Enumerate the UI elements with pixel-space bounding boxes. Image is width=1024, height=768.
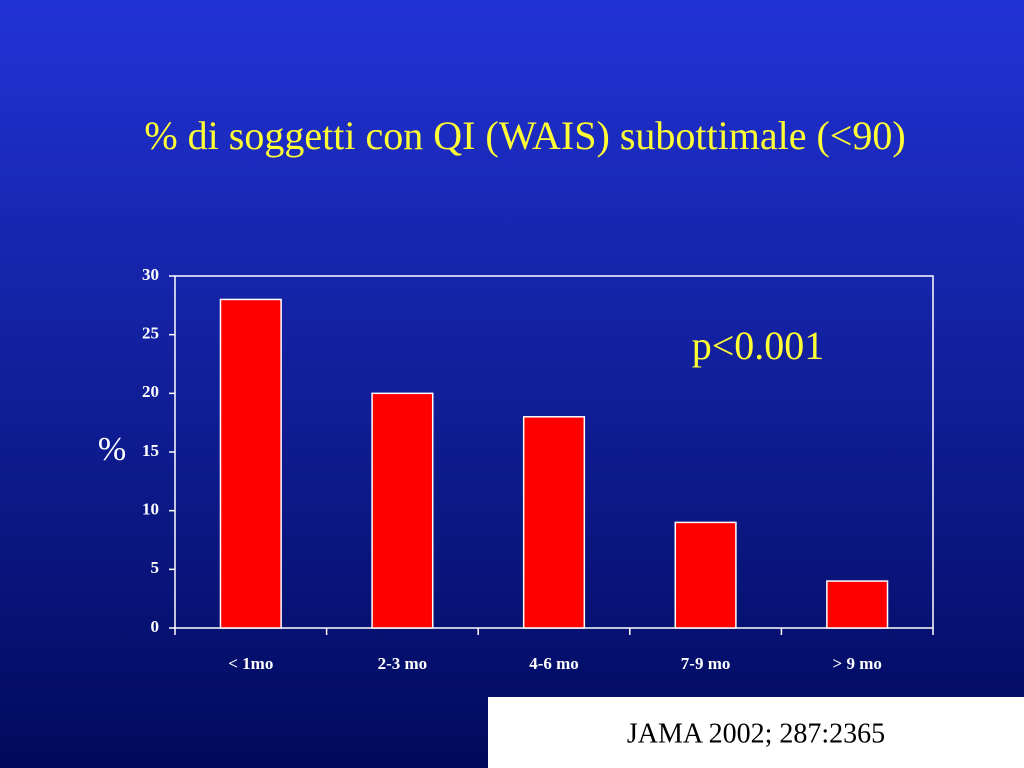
bar [371,392,434,629]
y-tick-label: 15 [142,441,159,460]
bar [826,580,889,629]
source: JAMA 2002; 287:2365 [627,718,885,749]
y-tick-label: 10 [142,500,159,519]
bar [219,298,282,629]
y-tick-label: 5 [151,558,160,577]
bar [522,416,586,629]
annotation: p<0.001 [692,323,825,368]
x-tick-label: 7-9 mo [681,654,731,673]
x-tick-label: 2-3 mo [378,654,428,673]
chart-title: % di soggetti con QI (WAIS) subottimale … [144,113,905,158]
x-tick-label: > 9 mo [833,654,882,673]
source-box [488,697,1024,768]
bar [674,521,737,629]
y-tick-label: 30 [142,265,159,284]
y-axis-label: % [98,431,126,468]
y-tick-label: 20 [142,382,159,401]
y-tick-label: 25 [142,324,159,343]
x-tick-label: < 1mo [228,654,273,673]
y-tick-label: 0 [151,617,160,636]
x-tick-label: 4-6 mo [529,654,579,673]
